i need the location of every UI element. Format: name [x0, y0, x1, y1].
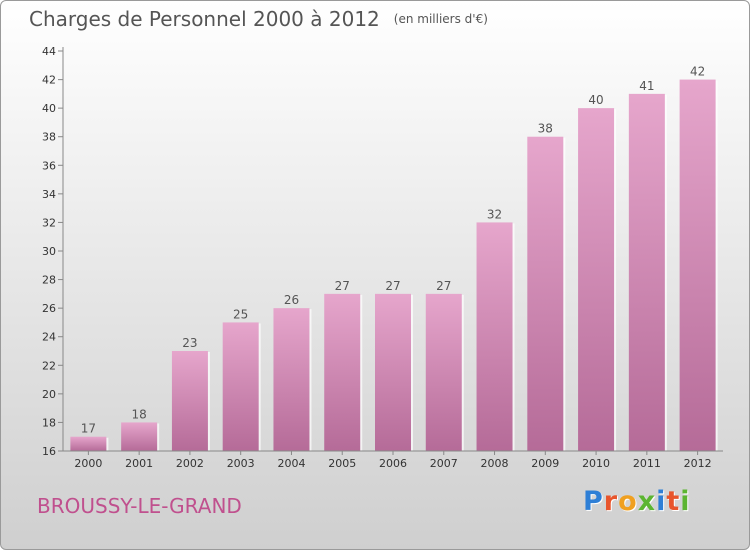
data-label-2005: 27 — [335, 279, 350, 293]
x-tick-label-2009: 2009 — [531, 457, 559, 470]
data-label-2012: 42 — [690, 65, 705, 79]
bar-2008 — [476, 222, 513, 451]
y-tick-label-44: 44 — [42, 45, 56, 58]
data-label-2000: 17 — [81, 422, 96, 436]
logo-letter: i — [680, 486, 691, 517]
data-label-2009: 38 — [538, 122, 553, 136]
bars-layer: 17 18 23 25 26 27 27 27 32 38 40 41 42 — [70, 65, 718, 452]
y-tick-label-36: 36 — [42, 159, 56, 172]
data-label-2007: 27 — [436, 279, 451, 293]
y-tick-label-42: 42 — [42, 74, 56, 87]
data-label-2010: 40 — [588, 93, 603, 107]
x-tick-label-2003: 2003 — [227, 457, 255, 470]
x-tick-label-2000: 2000 — [74, 457, 102, 470]
y-tick-label-22: 22 — [42, 359, 56, 372]
chart-title: Charges de Personnel 2000 à 2012 (en mill… — [29, 7, 488, 31]
x-tick-label-2008: 2008 — [481, 457, 509, 470]
y-tick-label-38: 38 — [42, 131, 56, 144]
chart-subtitle: (en milliers d'€) — [393, 12, 488, 26]
y-tick-label-18: 18 — [42, 416, 56, 429]
proxiti-logo[interactable]: Proxiti — [583, 486, 691, 517]
data-label-2002: 23 — [182, 336, 197, 350]
x-tick-label-2011: 2011 — [633, 457, 661, 470]
data-label-2011: 41 — [639, 79, 654, 93]
y-tick-label-34: 34 — [42, 188, 56, 201]
y-tick-label-24: 24 — [42, 331, 56, 344]
x-tick-label-2010: 2010 — [582, 457, 610, 470]
x-tick-label-2006: 2006 — [379, 457, 407, 470]
y-tick-label-28: 28 — [42, 274, 56, 287]
y-tick-label-32: 32 — [42, 216, 56, 229]
bar-2003 — [222, 322, 259, 451]
x-tick-label-2005: 2005 — [328, 457, 356, 470]
logo-letter: P — [583, 486, 604, 517]
chart-title-text: Charges de Personnel 2000 à 2012 — [29, 7, 380, 31]
data-label-2004: 26 — [284, 293, 299, 307]
x-tick-label-2002: 2002 — [176, 457, 204, 470]
bar-2009 — [527, 136, 564, 451]
bar-2005 — [324, 293, 361, 451]
logo-letter: t — [666, 486, 681, 517]
x-tick-label-2012: 2012 — [684, 457, 712, 470]
commune-name: BROUSSY-LE-GRAND — [37, 494, 242, 518]
bar-2012 — [679, 79, 716, 452]
bar-2011 — [628, 93, 665, 451]
logo-letter: o — [618, 486, 638, 517]
logo-letter: i — [656, 486, 667, 517]
y-tick-label-40: 40 — [42, 102, 56, 115]
x-tick-label-2004: 2004 — [277, 457, 305, 470]
x-tick-label-2007: 2007 — [430, 457, 458, 470]
bar-2002 — [171, 351, 208, 451]
data-label-2006: 27 — [385, 279, 400, 293]
y-tick-label-16: 16 — [42, 445, 56, 458]
x-tick-label-2001: 2001 — [125, 457, 153, 470]
bar-2004 — [273, 308, 310, 451]
axes-layer: 2000 2001 2002 2003 2004 2005 2006 2007 2008 2009… — [42, 45, 723, 470]
data-label-2008: 32 — [487, 207, 502, 221]
bar-2006 — [375, 293, 411, 451]
data-label-2003: 25 — [233, 307, 248, 321]
y-tick-label-26: 26 — [42, 302, 56, 315]
bar-2001 — [121, 422, 158, 451]
bar-2007 — [425, 293, 462, 451]
y-tick-label-20: 20 — [42, 388, 56, 401]
logo-letter: x — [637, 486, 657, 517]
bar-2010 — [578, 108, 615, 452]
bar-2000 — [70, 436, 107, 451]
logo-letter: r — [603, 486, 619, 517]
y-tick-label-30: 30 — [42, 245, 56, 258]
data-label-2001: 18 — [132, 407, 147, 421]
